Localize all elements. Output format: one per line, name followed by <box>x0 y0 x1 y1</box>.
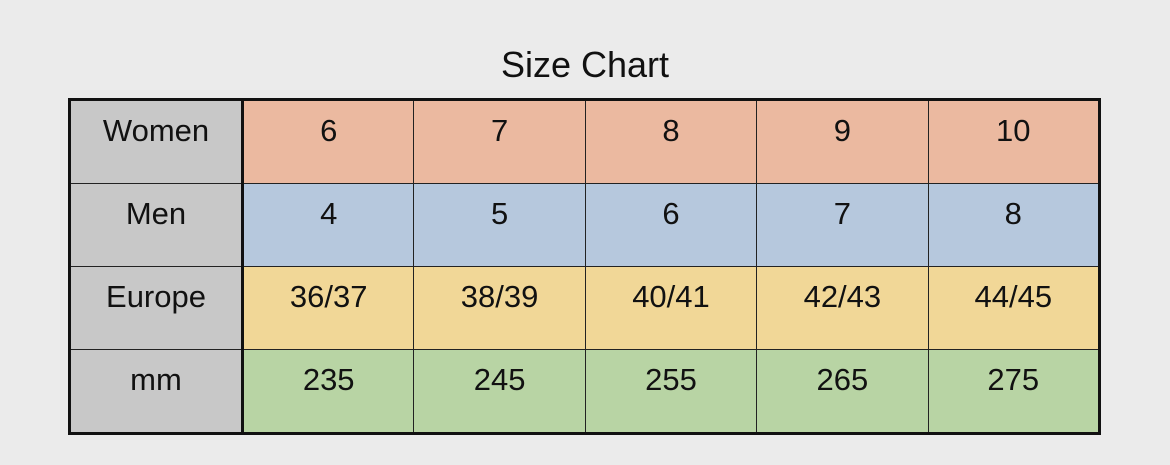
table-row: mm 235 245 255 265 275 <box>69 349 1101 434</box>
cell: 8 <box>584 99 758 184</box>
cell: 10 <box>927 99 1101 184</box>
cell: 265 <box>756 349 929 434</box>
cell: 36/37 <box>241 266 415 350</box>
cell: 7 <box>413 99 586 184</box>
cell: 8 <box>927 183 1101 267</box>
cell: 255 <box>584 349 758 434</box>
cell: 6 <box>241 99 415 184</box>
cell: 38/39 <box>413 266 586 350</box>
cell: 245 <box>413 349 586 434</box>
table-row: Men 4 5 6 7 8 <box>69 183 1101 267</box>
cell: 235 <box>241 349 415 434</box>
cell: 6 <box>584 183 758 267</box>
row-header: Men <box>69 183 244 267</box>
title: Size Chart <box>500 44 670 85</box>
cell: 4 <box>241 183 415 267</box>
cell: 7 <box>756 183 929 267</box>
cell: 5 <box>413 183 586 267</box>
cell: 44/45 <box>927 266 1101 350</box>
cell: 40/41 <box>584 266 758 350</box>
row-header: mm <box>69 349 244 434</box>
table-row: Women 6 7 8 9 10 <box>69 99 1101 184</box>
cell: 275 <box>927 349 1101 434</box>
size-table: Women 6 7 8 9 10 Men 4 5 6 7 8 Europe 36/37 38/39 40/41… <box>68 98 1101 435</box>
table-row: Europe 36/37 38/39 40/41 42/43 44/45 <box>69 266 1101 350</box>
cell: 9 <box>756 99 929 184</box>
cell: 42/43 <box>756 266 929 350</box>
row-header: Women <box>69 99 244 184</box>
row-header: Europe <box>69 266 244 350</box>
